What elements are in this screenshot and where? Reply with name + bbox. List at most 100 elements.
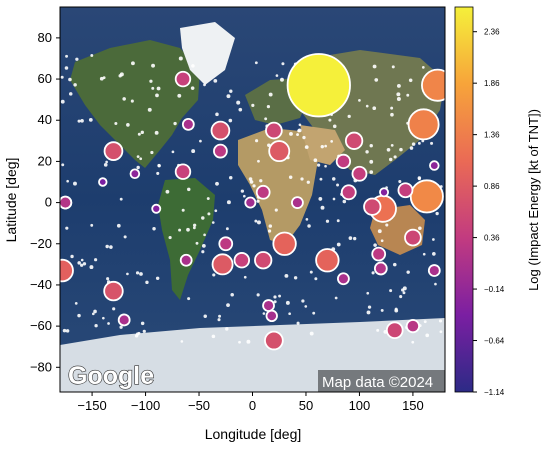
background-dot: [60, 99, 65, 104]
x-axis: −150 −100 −50 0 50 100 150: [77, 392, 424, 413]
y-axis: 80 60 40 20 0 −20 −40 −60 −80: [30, 30, 60, 374]
impact-point: [379, 187, 389, 198]
background-dot: [369, 143, 373, 148]
x-tick-label: 50: [299, 398, 313, 413]
background-dot: [274, 208, 278, 212]
background-dot: [150, 150, 154, 155]
impact-point: [268, 140, 291, 163]
background-dot: [218, 314, 222, 318]
colorbar-tick-label: −1.14: [484, 388, 505, 397]
background-dot: [226, 94, 231, 99]
background-dot: [102, 316, 105, 320]
impact-point: [363, 197, 382, 216]
background-dot: [77, 313, 81, 318]
background-dot: [297, 128, 302, 133]
background-dot: [68, 77, 72, 82]
background-dot: [94, 324, 98, 328]
background-dot: [187, 187, 191, 192]
background-dot: [254, 219, 258, 223]
background-dot: [123, 235, 127, 239]
background-dot: [248, 177, 253, 181]
background-dot: [156, 171, 160, 175]
impact-point: [244, 196, 257, 209]
impact-point: [103, 280, 124, 302]
background-dot: [139, 157, 143, 161]
impact-point: [286, 53, 351, 118]
background-dot: [215, 112, 219, 117]
background-dot: [396, 92, 401, 97]
background-dot: [257, 159, 260, 163]
background-dot: [155, 93, 159, 98]
antarctica: [60, 318, 445, 392]
background-dot: [131, 61, 135, 66]
background-dot: [332, 124, 337, 129]
background-dot: [385, 223, 389, 227]
background-dot: [243, 194, 246, 198]
x-tick-label: −100: [131, 398, 160, 413]
background-dot: [342, 199, 347, 204]
background-dot: [301, 299, 305, 303]
y-tick-label: −80: [30, 359, 52, 374]
background-dot: [91, 312, 95, 316]
background-dot: [145, 280, 149, 285]
background-dot: [203, 83, 206, 87]
background-dot: [298, 123, 302, 127]
background-dot: [256, 220, 261, 225]
background-dot: [212, 273, 216, 277]
background-dot: [65, 226, 69, 230]
background-dot: [151, 63, 155, 68]
background-dot: [65, 54, 68, 58]
background-dot: [373, 243, 377, 247]
impact-point: [262, 299, 275, 312]
impact-point: [404, 228, 422, 247]
impact-point: [385, 321, 404, 340]
background-dot: [137, 132, 141, 136]
background-dot: [139, 272, 143, 276]
impact-point: [373, 261, 388, 276]
background-dot: [318, 197, 323, 201]
x-tick-label: −150: [77, 398, 106, 413]
impact-point: [335, 153, 352, 170]
background-dot: [434, 282, 437, 286]
background-dot: [249, 180, 254, 184]
background-dot: [296, 321, 300, 325]
background-dot: [365, 150, 369, 154]
background-dot: [406, 270, 410, 274]
background-dot: [324, 144, 327, 148]
background-dot: [402, 291, 406, 295]
background-dot: [435, 211, 439, 216]
background-dot: [325, 219, 330, 223]
background-dot: [229, 176, 233, 180]
background-dot: [320, 205, 325, 210]
impact-point: [405, 319, 421, 334]
background-dot: [73, 83, 77, 87]
background-dot: [394, 307, 398, 311]
impact-point: [429, 160, 440, 171]
colorbar: [454, 6, 474, 393]
greenland: [180, 22, 235, 85]
background-dot: [320, 144, 324, 149]
impact-point: [129, 168, 141, 180]
background-dot: [252, 184, 256, 188]
background-dot: [312, 311, 316, 315]
background-dot: [195, 241, 199, 245]
background-dot: [288, 312, 291, 316]
background-dot: [147, 107, 152, 112]
impact-point: [181, 117, 195, 131]
y-tick-label: 60: [38, 71, 52, 86]
background-dot: [199, 139, 202, 143]
background-dot: [256, 199, 260, 203]
map-credit-bg: [318, 370, 445, 392]
background-dot: [288, 175, 293, 179]
background-dot: [251, 103, 255, 107]
background-dot: [154, 130, 159, 135]
colorbar-tick-label: 1.86: [484, 79, 500, 88]
y-axis-label: Latitude [deg]: [3, 158, 19, 243]
background-dot: [418, 226, 422, 231]
background-dot: [191, 149, 196, 154]
background-dot: [369, 159, 374, 164]
background-dot: [372, 64, 377, 69]
background-dot: [332, 197, 336, 201]
background-dot: [203, 233, 206, 237]
background-dot: [300, 177, 304, 181]
